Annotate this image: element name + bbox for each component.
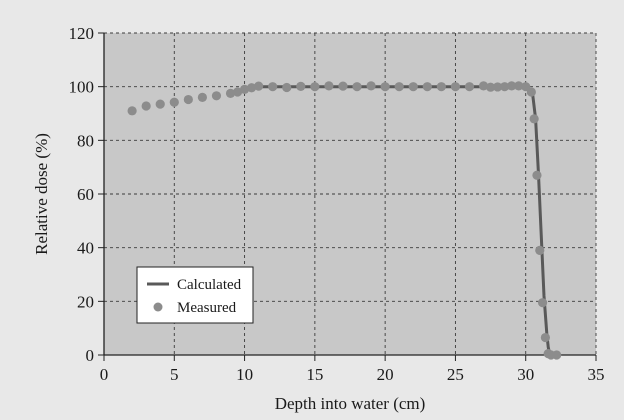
measured-point xyxy=(324,81,334,91)
y-tick-label: 100 xyxy=(69,78,95,97)
measured-point xyxy=(507,81,517,91)
x-tick-label: 10 xyxy=(236,365,253,384)
measured-point xyxy=(310,82,320,92)
measured-point xyxy=(254,81,264,91)
x-axis-label: Depth into water (cm) xyxy=(275,394,426,413)
y-axis-label: Relative dose (%) xyxy=(32,133,51,255)
x-tick-label: 25 xyxy=(447,365,464,384)
x-tick-label: 5 xyxy=(170,365,179,384)
measured-point xyxy=(394,82,404,92)
measured-point xyxy=(450,82,461,92)
legend-box xyxy=(136,266,254,324)
measured-point xyxy=(464,82,475,92)
measured-point xyxy=(352,82,362,92)
y-tick-label: 80 xyxy=(77,131,94,150)
y-tick-label: 60 xyxy=(77,185,94,204)
measured-point xyxy=(366,81,376,91)
measured-point xyxy=(169,97,179,107)
measured-point xyxy=(239,84,250,94)
measured-point xyxy=(380,82,390,92)
y-tick-labels: 0 20 40 60 80 100 120 xyxy=(69,24,95,365)
measured-point xyxy=(537,298,548,308)
x-tick-label: 30 xyxy=(517,365,534,384)
measured-point xyxy=(338,81,348,91)
measured-point xyxy=(532,170,542,180)
measured-point xyxy=(282,82,292,93)
legend-measured-label: Measured xyxy=(177,300,237,316)
measured-point xyxy=(155,99,165,109)
y-tick-label: 0 xyxy=(86,346,95,365)
x-tick-label: 20 xyxy=(377,365,394,384)
y-tick-label: 20 xyxy=(77,292,94,311)
measured-point xyxy=(141,101,151,111)
y-tick-label: 120 xyxy=(69,24,95,43)
measured-point xyxy=(296,81,306,91)
measured-point xyxy=(247,83,257,93)
measured-point xyxy=(485,82,496,92)
measured-point xyxy=(197,92,207,102)
x-tick-label: 35 xyxy=(588,365,605,384)
measured-point xyxy=(500,82,510,92)
measured-point xyxy=(535,245,545,255)
measured-point xyxy=(225,88,236,98)
measured-point xyxy=(183,94,193,105)
measured-point xyxy=(436,82,446,92)
legend-calculated-label: Calculated xyxy=(177,277,242,293)
measured-point xyxy=(422,82,432,92)
y-tick-label: 40 xyxy=(77,239,94,258)
measured-point xyxy=(268,82,278,92)
measured-point xyxy=(529,114,539,124)
measured-point xyxy=(478,81,489,91)
x-tick-label: 15 xyxy=(306,365,323,384)
measured-point xyxy=(540,332,550,343)
x-tick-label: 0 xyxy=(100,365,109,384)
measured-point xyxy=(514,81,524,91)
measured-point xyxy=(493,82,503,92)
measured-point xyxy=(211,91,222,101)
legend-measured-swatch xyxy=(153,302,163,312)
measured-point xyxy=(552,350,562,360)
measured-point xyxy=(232,87,243,97)
measured-point xyxy=(526,87,536,97)
legend: Calculated Measured xyxy=(136,266,254,324)
x-tick-labels: 0 5 10 15 20 25 30 35 xyxy=(100,365,605,384)
series-layer xyxy=(127,81,562,360)
measured-point xyxy=(408,82,418,92)
measured-point xyxy=(127,106,137,116)
axes xyxy=(98,32,597,361)
